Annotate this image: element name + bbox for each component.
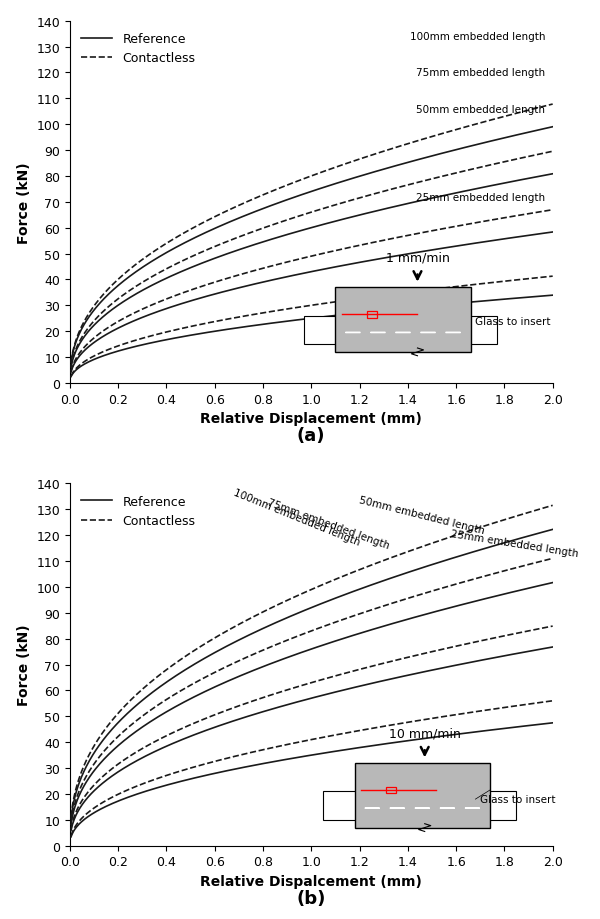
Bar — [335, 288, 470, 353]
Text: 50mm embedded length: 50mm embedded length — [416, 105, 545, 115]
Bar — [355, 763, 490, 828]
Text: Glass to insert: Glass to insert — [475, 316, 551, 326]
Text: (a): (a) — [297, 427, 325, 445]
Text: 100mm embedded length: 100mm embedded length — [410, 32, 545, 42]
Text: 1 mm/min: 1 mm/min — [386, 252, 449, 265]
Text: Glass to insert: Glass to insert — [480, 794, 556, 804]
Text: 10 mm/min: 10 mm/min — [389, 727, 461, 740]
X-axis label: Relative Dispalcement (mm): Relative Dispalcement (mm) — [200, 874, 422, 888]
Bar — [304, 316, 497, 345]
Text: 25mm embedded length: 25mm embedded length — [416, 192, 545, 202]
Legend: Reference, Contactless: Reference, Contactless — [76, 490, 200, 532]
Legend: Reference, Contactless: Reference, Contactless — [76, 28, 200, 70]
Y-axis label: Force (kN): Force (kN) — [17, 162, 31, 244]
X-axis label: Relative Displacement (mm): Relative Displacement (mm) — [200, 412, 422, 425]
Text: 50mm embedded length: 50mm embedded length — [358, 494, 486, 536]
Bar — [386, 787, 396, 793]
Text: 100mm embedded length: 100mm embedded length — [232, 487, 361, 547]
Text: 75mm embedded length: 75mm embedded length — [416, 68, 545, 78]
Y-axis label: Force (kN): Force (kN) — [17, 624, 31, 706]
Bar — [323, 791, 517, 820]
Text: 25mm embedded length: 25mm embedded length — [451, 528, 580, 558]
Text: (b): (b) — [296, 890, 326, 907]
Bar — [367, 312, 377, 318]
Text: 75mm embedded length: 75mm embedded length — [266, 497, 391, 550]
